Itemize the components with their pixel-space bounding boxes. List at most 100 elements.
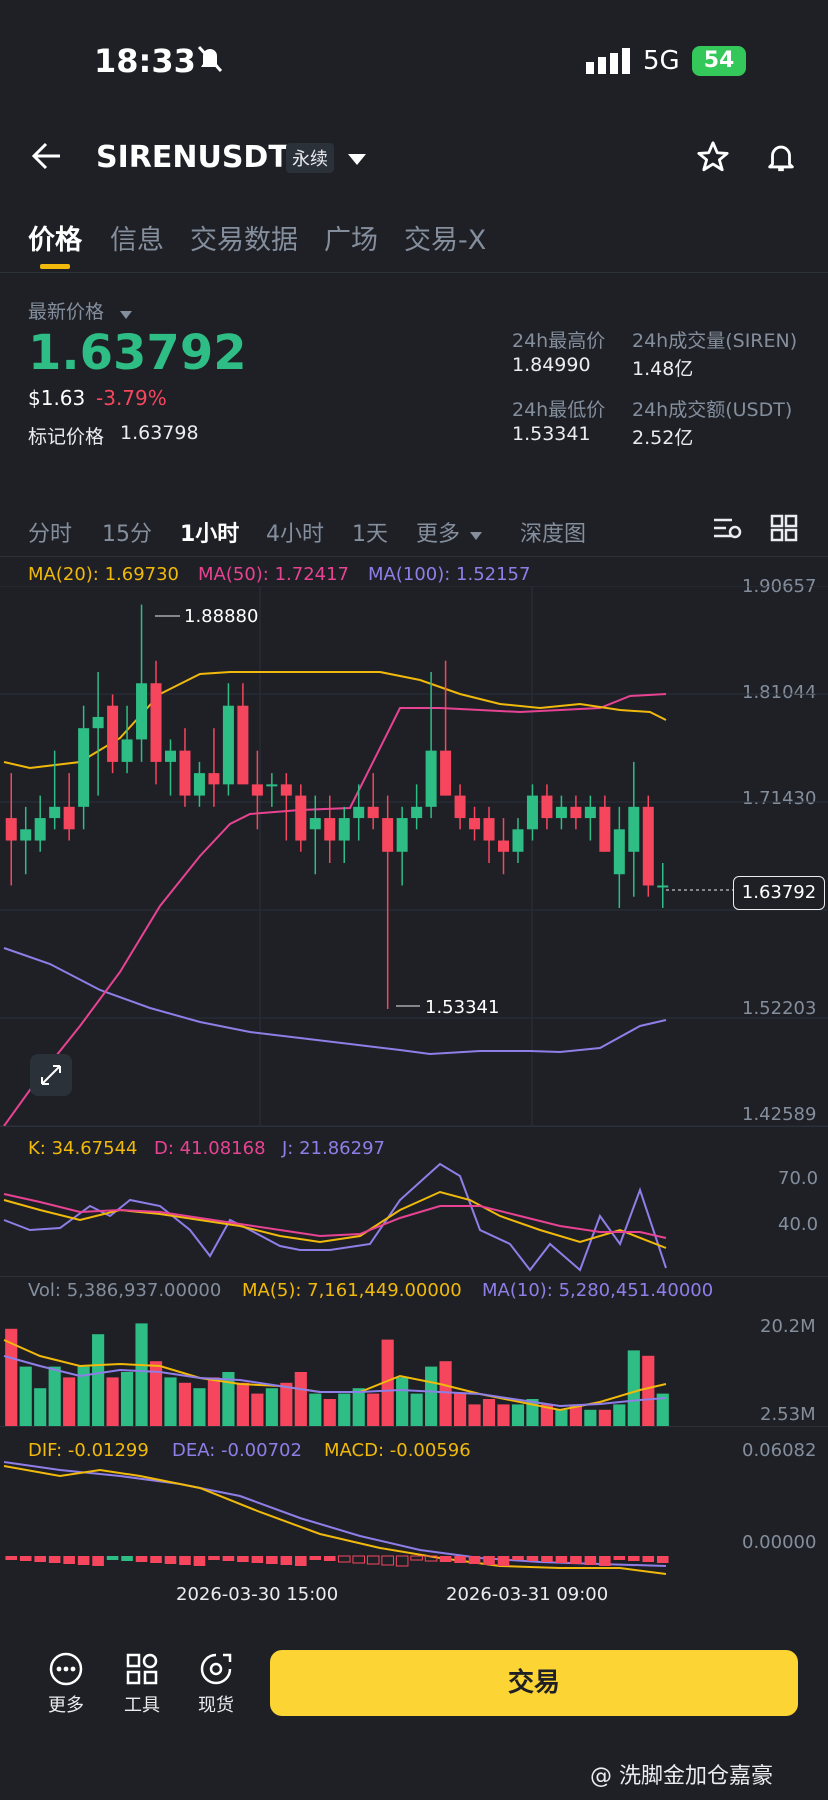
low-marker-label: 1.53341 — [425, 997, 500, 1018]
volume-bar — [294, 1372, 307, 1426]
volume-bar — [584, 1409, 597, 1426]
macd-bar — [323, 1556, 336, 1561]
candle-body — [237, 705, 249, 785]
candle-body — [309, 818, 321, 830]
interval-4h[interactable]: 4小时 — [266, 522, 324, 547]
divider — [0, 1126, 828, 1127]
macd-bar — [613, 1556, 626, 1560]
candle-body — [454, 795, 466, 819]
low-label: 24h最低价 — [512, 399, 606, 421]
macd-bar — [179, 1556, 191, 1565]
interval-more[interactable]: 更多 — [416, 522, 461, 547]
interval-depth[interactable]: 深度图 — [520, 522, 587, 547]
macd-bar — [48, 1556, 61, 1563]
macd-bar — [541, 1556, 553, 1562]
time-axis-label: 2026-03-31 09:00 — [446, 1584, 609, 1605]
candle-body — [628, 806, 640, 852]
volume-bar — [352, 1388, 365, 1426]
volume-bar — [251, 1393, 264, 1426]
spot-icon — [200, 1653, 232, 1685]
macd-bar — [309, 1556, 322, 1560]
volume-bar — [482, 1399, 496, 1426]
volume-bar — [63, 1377, 76, 1426]
interval-1d[interactable]: 1天 — [352, 522, 388, 547]
candle-body — [266, 784, 278, 787]
ma100-line — [3, 947, 667, 1056]
vol-ma5-legend: MA(5): 7,161,449.00000 — [242, 1280, 462, 1301]
macd-bar — [77, 1556, 90, 1565]
vol-legend: Vol: 5,386,937.00000 — [28, 1280, 222, 1301]
tab-price[interactable]: 价格 — [28, 225, 82, 256]
interval-1h[interactable]: 1小时 — [180, 522, 240, 547]
volume-bar — [569, 1404, 582, 1426]
spot-button[interactable]: 现货 — [186, 1652, 246, 1717]
volume-bar — [613, 1404, 626, 1426]
macd-dea-legend: DEA: -0.00702 — [172, 1440, 302, 1461]
volume-bar — [120, 1372, 134, 1426]
symbol-dropdown-icon[interactable] — [348, 151, 366, 170]
more-button[interactable]: 更多 — [36, 1652, 96, 1717]
usd-price: $1.63 — [28, 386, 86, 410]
macd-bar — [381, 1555, 394, 1566]
macd-bar — [34, 1556, 46, 1562]
signal-icon — [586, 48, 632, 80]
more-label: 更多 — [48, 1695, 84, 1716]
tab-indicator — [40, 264, 70, 269]
tab-trade-x[interactable]: 交易-X — [404, 225, 487, 256]
volume-bar — [439, 1361, 452, 1426]
macd-bar — [512, 1556, 524, 1560]
vol-axis-label: 2.53M — [760, 1404, 816, 1425]
symbol-title[interactable]: SIRENUSDT — [96, 140, 289, 175]
high-label: 24h最高价 — [512, 330, 606, 352]
star-icon[interactable] — [696, 140, 730, 178]
candle-body — [49, 806, 61, 819]
tab-info[interactable]: 信息 — [110, 225, 164, 256]
volume-bar — [207, 1377, 221, 1426]
tools-button[interactable]: 工具 — [112, 1652, 172, 1717]
vol-value: 1.48亿 — [632, 358, 694, 380]
bell-icon[interactable] — [764, 140, 798, 178]
caret-down-icon[interactable] — [120, 304, 132, 323]
trade-button[interactable]: 交易 — [270, 1650, 798, 1716]
volume-bar — [106, 1377, 119, 1426]
volume-bar — [178, 1382, 192, 1426]
macd-bar — [63, 1556, 75, 1564]
kdj-k-legend: K: 34.67544 — [28, 1138, 138, 1159]
macd-bar — [570, 1556, 582, 1564]
candle-body — [324, 818, 336, 841]
candle-body — [526, 795, 538, 830]
price-axis-label: 1.42589 — [742, 1104, 817, 1125]
macd-bar — [121, 1556, 133, 1561]
candlestick-chart[interactable] — [0, 586, 828, 1126]
macd-chart — [3, 1461, 669, 1575]
interval-timeline[interactable]: 分时 — [28, 522, 73, 547]
ma20-legend: MA(20): 1.69730 — [28, 564, 180, 585]
candle-body — [208, 773, 220, 785]
divider — [0, 1426, 828, 1427]
volume-bar — [497, 1404, 510, 1426]
tab-square[interactable]: 广场 — [324, 225, 378, 256]
macd-bar — [5, 1556, 18, 1560]
candle-body — [396, 818, 408, 852]
last-price-label[interactable]: 最新价格 — [28, 301, 105, 323]
volume-bar — [236, 1382, 249, 1426]
tab-trade-data[interactable]: 交易数据 — [190, 225, 298, 256]
contract-tag: 永续 — [286, 143, 334, 173]
divider — [0, 556, 828, 557]
candle-body — [425, 750, 437, 807]
chart-settings-icon[interactable] — [712, 514, 742, 546]
candle-body — [497, 840, 510, 852]
grid-layout-icon[interactable] — [770, 514, 798, 546]
back-arrow-icon[interactable] — [30, 140, 64, 176]
kdj-axis-label: 70.0 — [778, 1168, 819, 1189]
kdj-axis-label: 40.0 — [778, 1214, 819, 1235]
expand-icon[interactable] — [30, 1054, 72, 1096]
high-value: 1.84990 — [512, 354, 591, 376]
more-caret-icon[interactable] — [470, 525, 482, 544]
candle-body — [5, 818, 17, 841]
macd-bar — [366, 1555, 380, 1565]
interval-15m[interactable]: 15分 — [102, 522, 152, 547]
volume-bar — [19, 1366, 32, 1426]
spot-label: 现货 — [198, 1695, 234, 1716]
volume-chart — [3, 1323, 669, 1426]
